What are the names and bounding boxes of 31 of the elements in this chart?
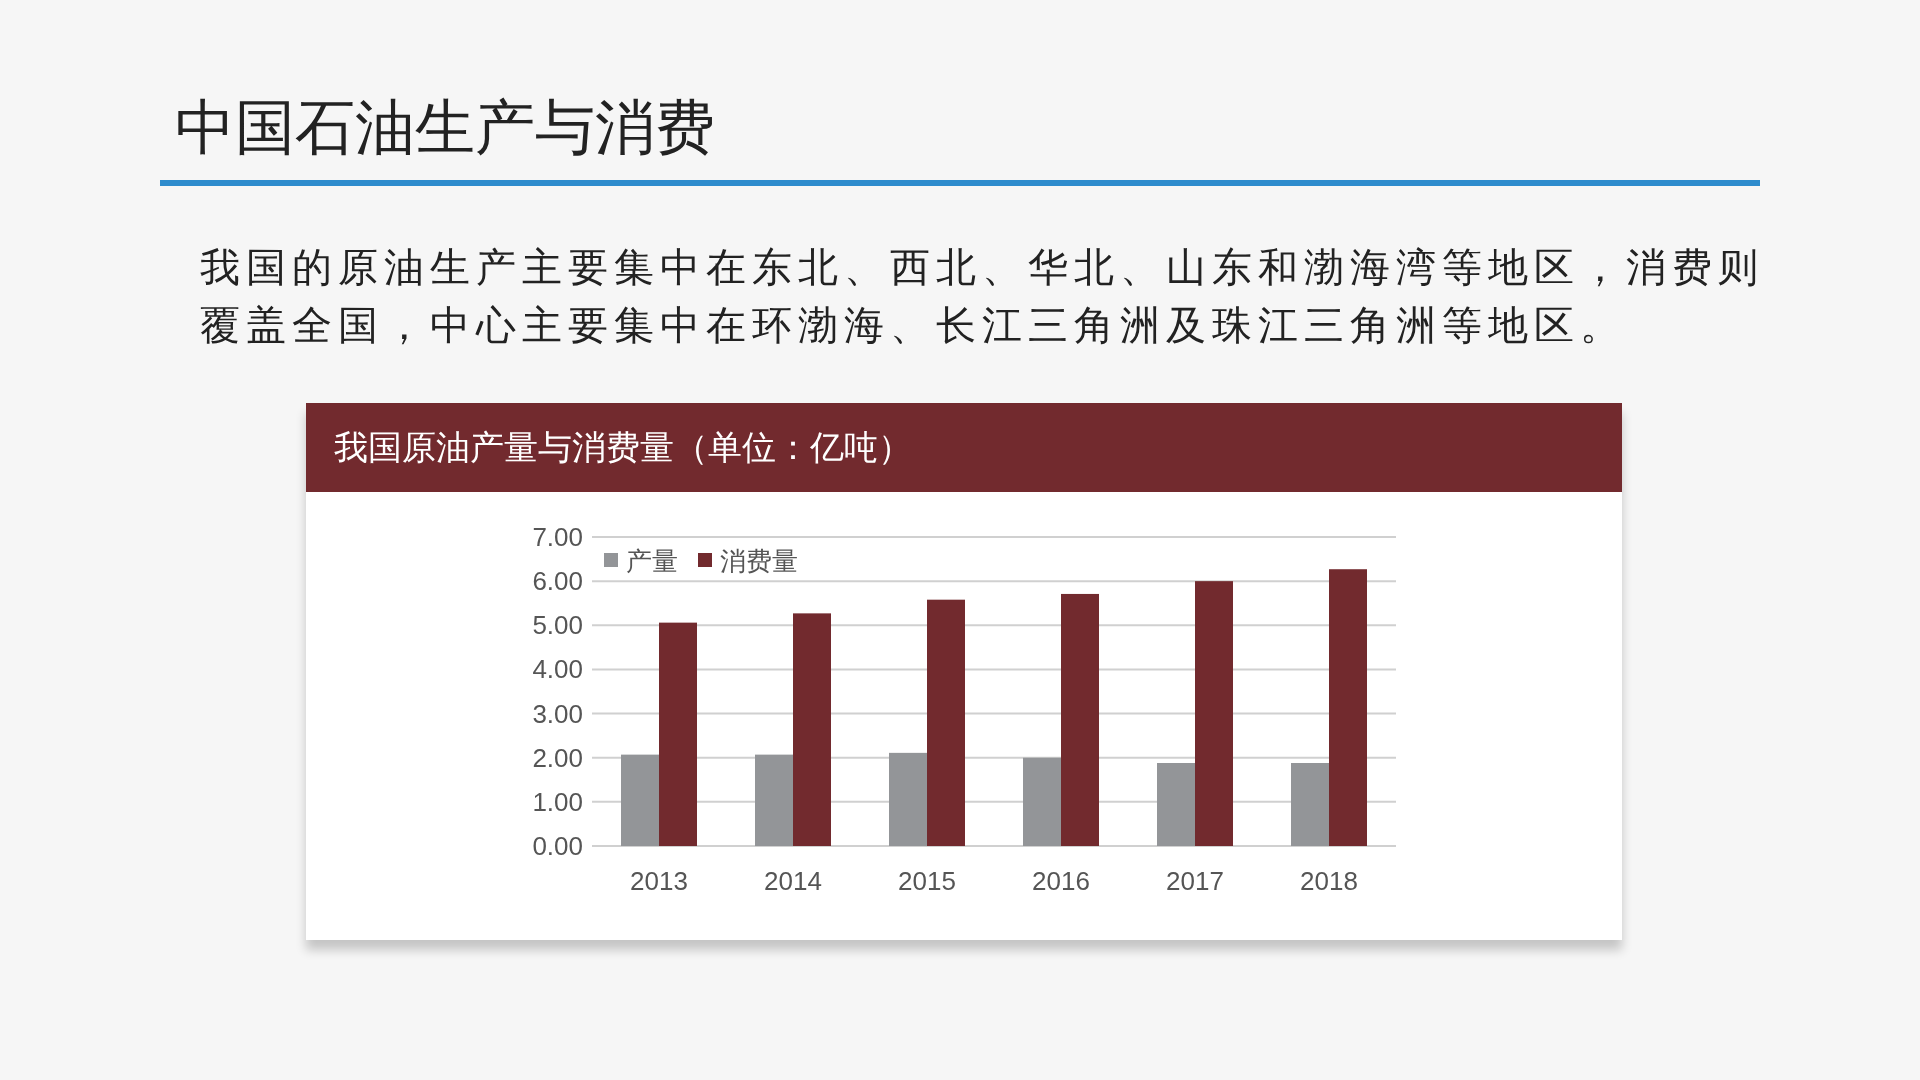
bar bbox=[1157, 763, 1195, 846]
bar bbox=[1023, 757, 1061, 846]
chart-title: 中国石油生产与消费 bbox=[175, 91, 715, 164]
bar bbox=[659, 622, 697, 846]
bar bbox=[1195, 581, 1233, 846]
bar bbox=[1061, 593, 1099, 846]
y-tick-label: 7.00 bbox=[532, 522, 583, 552]
bar bbox=[889, 752, 927, 846]
y-tick-label: 1.00 bbox=[532, 786, 583, 817]
x-tick-label: 2014 bbox=[764, 866, 822, 896]
y-tick-label: 5.00 bbox=[532, 610, 583, 641]
x-tick-label: 2015 bbox=[898, 866, 956, 896]
bar bbox=[927, 599, 965, 846]
chart-subtitle: 我国原油产量与消费量（单位：亿吨） bbox=[306, 403, 1622, 492]
legend-label: 消费量 bbox=[720, 546, 798, 576]
bar bbox=[1291, 763, 1329, 846]
y-tick-label: 4.00 bbox=[532, 654, 583, 685]
x-tick-label: 2016 bbox=[1032, 866, 1090, 896]
bar bbox=[621, 754, 659, 846]
x-tick-label: 2018 bbox=[1300, 866, 1358, 896]
y-tick-label: 0.00 bbox=[532, 831, 583, 861]
x-tick-label: 2017 bbox=[1166, 866, 1224, 896]
y-tick-label: 2.00 bbox=[532, 742, 583, 773]
legend-label: 产量 bbox=[626, 546, 678, 576]
bar bbox=[1329, 569, 1367, 846]
bar bbox=[793, 613, 831, 846]
y-tick-label: 3.00 bbox=[532, 698, 583, 729]
bar bbox=[755, 754, 793, 846]
x-tick-label: 2013 bbox=[630, 866, 688, 896]
y-tick-label: 6.00 bbox=[532, 566, 583, 597]
text: 我国的原油生产主要集中在东北、西北、华北、山东和渤海湾等地区，消费则覆盖全国，中心主要集中在环渤海、长江三角洲及珠江三角洲等地区。 bbox=[200, 243, 1765, 350]
